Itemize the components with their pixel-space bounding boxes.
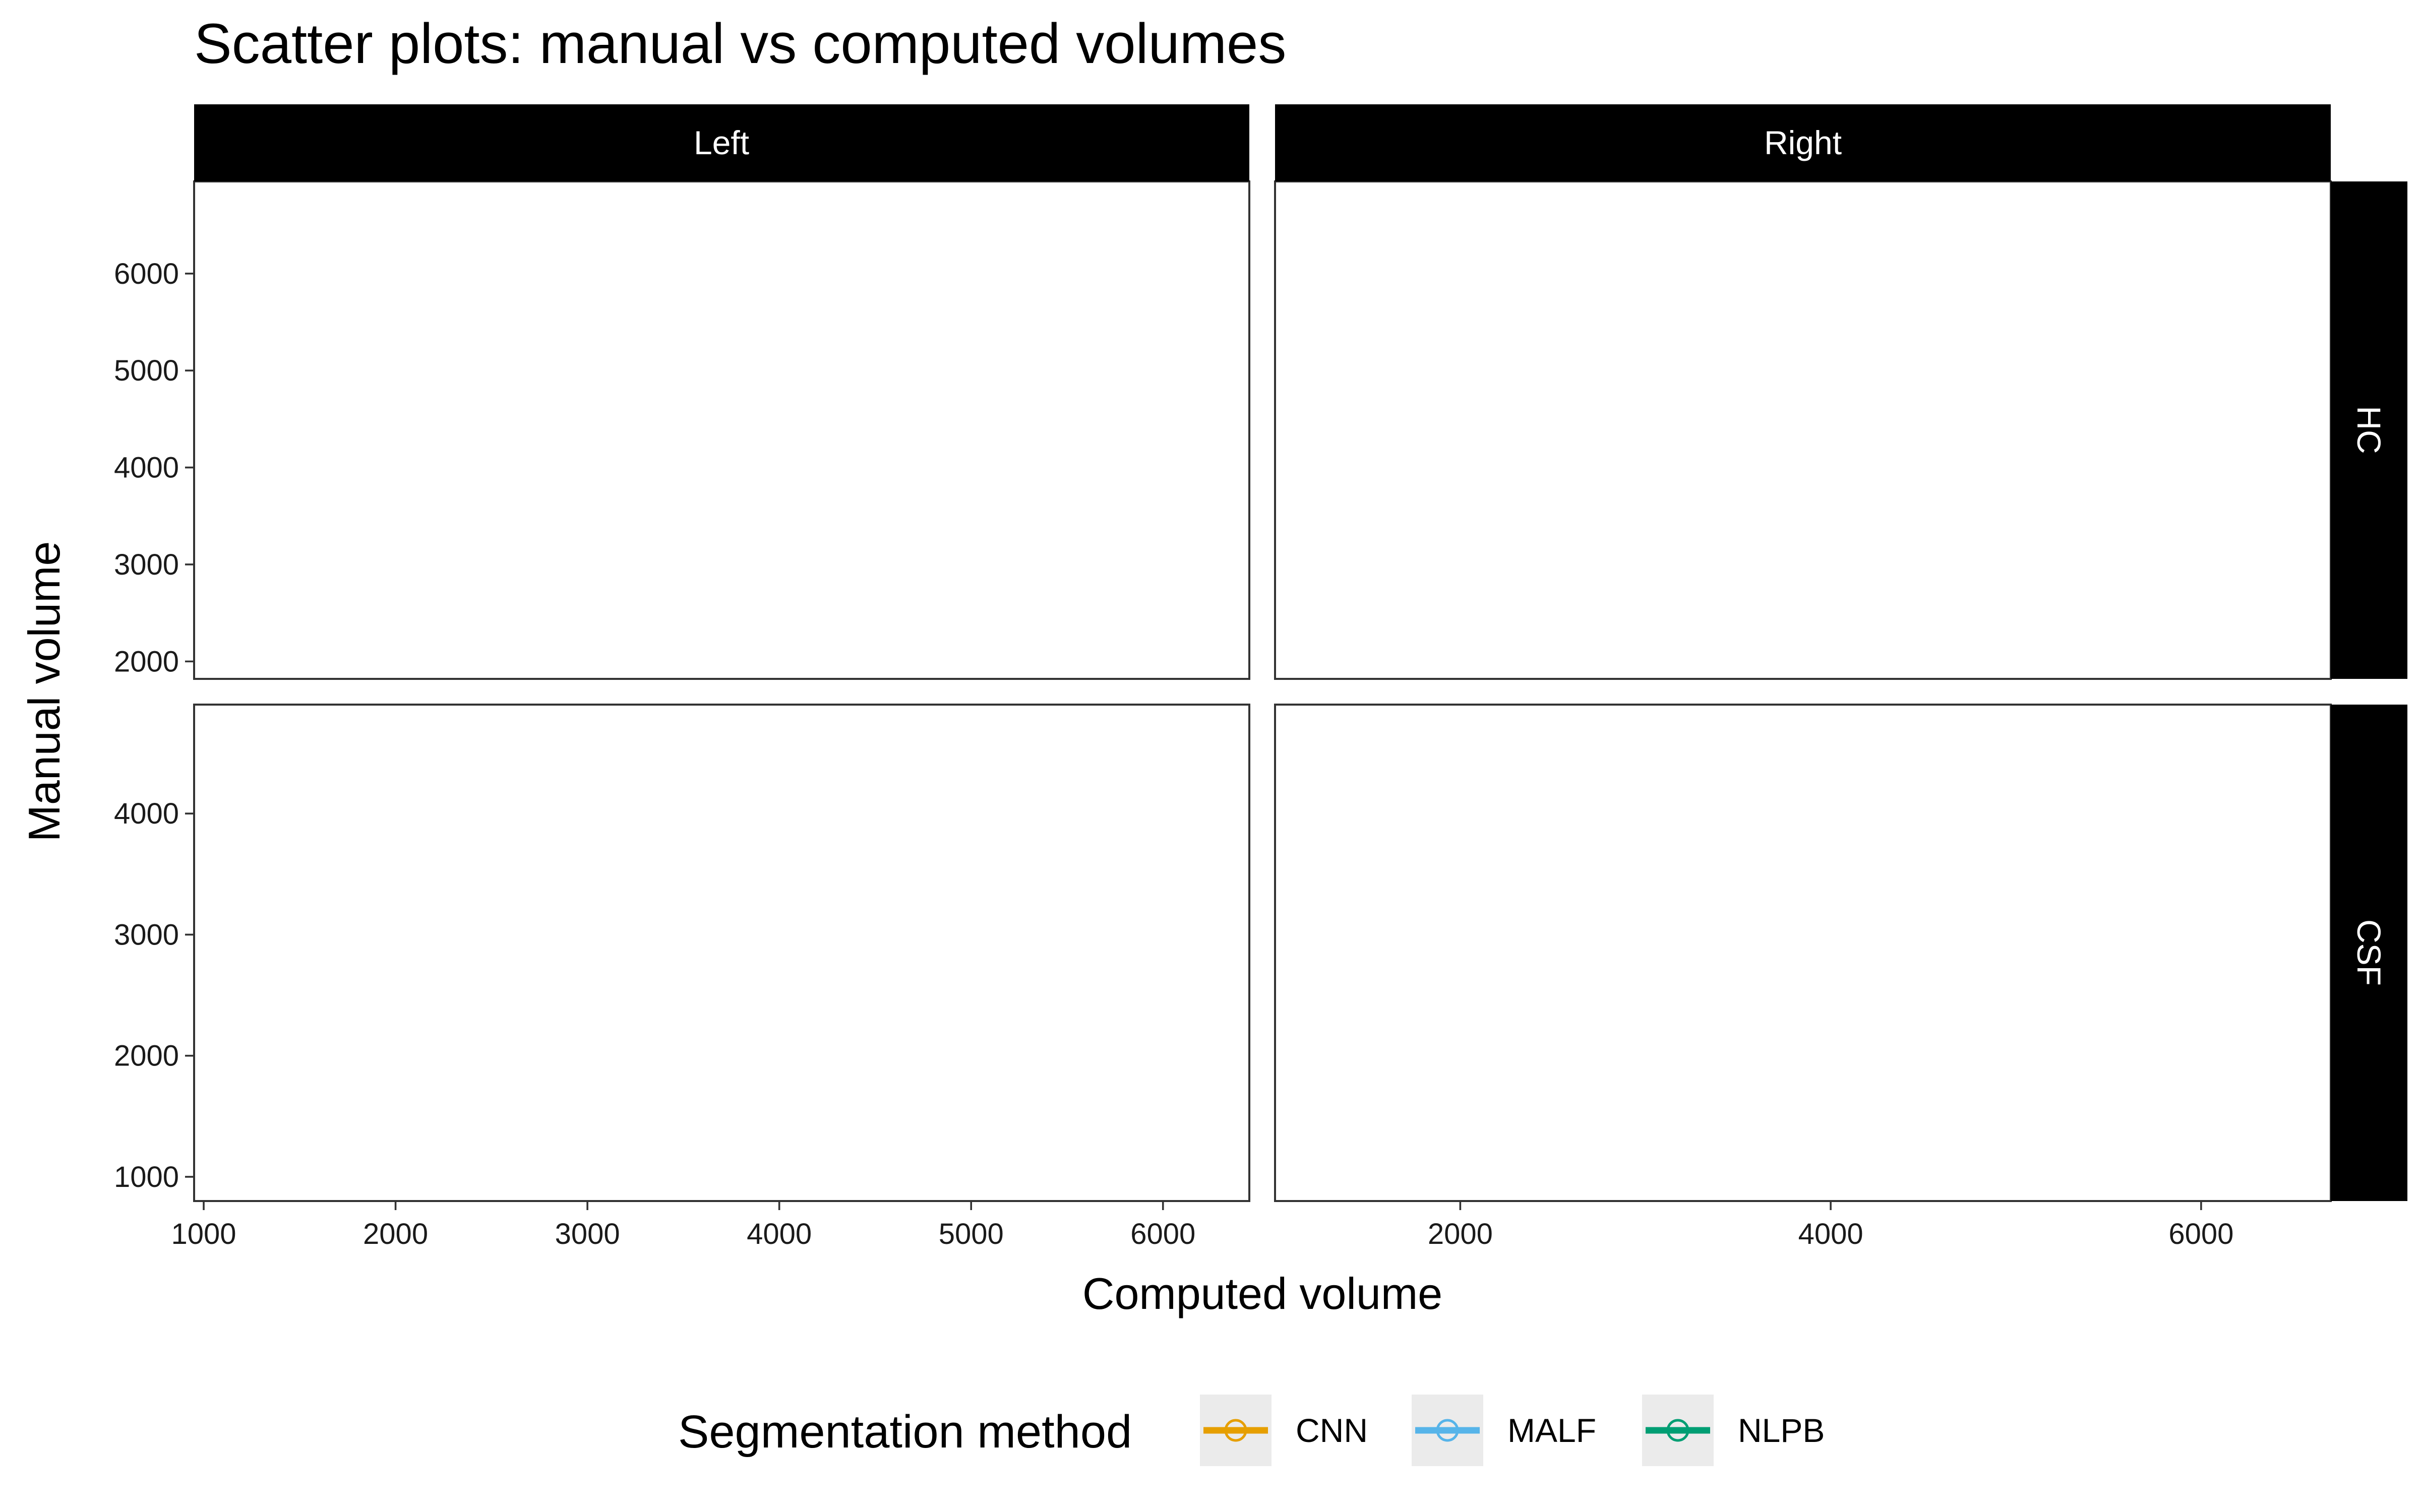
x-tick-label-left-csf: 6000 bbox=[1130, 1218, 1195, 1250]
row-strips: HC CSF bbox=[2331, 181, 2407, 1201]
chart-title: Scatter plots: manual vs computed volume… bbox=[194, 12, 1286, 75]
x-tick-label-left-csf: 2000 bbox=[363, 1218, 428, 1250]
y-axis-title: Manual volume bbox=[19, 541, 69, 842]
y-tick-label-left-hc: 6000 bbox=[114, 258, 179, 290]
y-tick-label-left-hc: 2000 bbox=[114, 645, 179, 678]
legend-title: Segmentation method bbox=[678, 1406, 1132, 1458]
x-tick-label-left-csf: 3000 bbox=[555, 1218, 620, 1250]
y-tick-label-left-hc: 4000 bbox=[114, 452, 179, 484]
y-tick-label-left-csf: 3000 bbox=[114, 918, 179, 951]
y-tick-label-left-csf: 2000 bbox=[114, 1040, 179, 1073]
legend-item-malf: MALF bbox=[1412, 1395, 1596, 1466]
legend: Segmentation method CNN MALF NLPB bbox=[678, 1395, 1825, 1466]
strip-csf-background bbox=[2331, 705, 2407, 1201]
panel-right-hc: R = 0.94, p < 2.2e-16R = 0.88, p < 2.2e-… bbox=[1274, 180, 2332, 680]
y-tick-label-left-csf: 4000 bbox=[114, 797, 179, 830]
panel-border-right-hc bbox=[1274, 180, 2332, 680]
strip-left-background bbox=[194, 104, 1249, 181]
x-tick-label-left-csf: 5000 bbox=[939, 1218, 1004, 1250]
strip-right-label: Right bbox=[1764, 124, 1842, 161]
y-tick-label-left-hc: 3000 bbox=[114, 548, 179, 581]
panel-left-csf: R = 0.85, p < 2.2e-16R = 0.63, p = 4.1e-… bbox=[114, 704, 1250, 1250]
y-tick-label-left-hc: 5000 bbox=[114, 354, 179, 387]
legend-label-cnn: CNN bbox=[1296, 1412, 1368, 1449]
legend-label-malf: MALF bbox=[1507, 1412, 1596, 1449]
panel-left-hc: R = 0.93, p < 2.2e-16R = 0.87, p < 2.2e-… bbox=[114, 180, 1250, 680]
x-axis-title: Computed volume bbox=[1082, 1269, 1442, 1318]
panels-layer: R = 0.93, p < 2.2e-16R = 0.87, p < 2.2e-… bbox=[114, 180, 2332, 1250]
legend-marker-nlpb bbox=[1666, 1419, 1689, 1442]
panel-right-csf: R = 0.85, p < 2.2e-16R = 0.3, p = 0.0061… bbox=[1274, 704, 2332, 1250]
legend-label-nlpb: NLPB bbox=[1738, 1412, 1825, 1449]
strip-csf-label: CSF bbox=[2350, 919, 2388, 986]
panel-border-right-csf bbox=[1274, 704, 2332, 1202]
legend-marker-malf bbox=[1436, 1419, 1459, 1442]
y-tick-label-left-csf: 1000 bbox=[114, 1161, 179, 1193]
column-strips: Left Right bbox=[194, 104, 2331, 181]
strip-left-label: Left bbox=[694, 124, 749, 161]
x-tick-label-left-csf: 4000 bbox=[747, 1218, 812, 1250]
x-tick-label-right-csf: 6000 bbox=[2168, 1218, 2233, 1250]
legend-item-cnn: CNN bbox=[1200, 1395, 1368, 1466]
panel-border-left-hc bbox=[193, 180, 1250, 680]
strip-hc-label: HC bbox=[2350, 406, 2388, 454]
legend-marker-cnn bbox=[1224, 1419, 1247, 1442]
x-tick-label-right-csf: 2000 bbox=[1428, 1218, 1493, 1250]
strip-hc-background bbox=[2331, 181, 2407, 679]
strip-right-background bbox=[1275, 104, 2331, 181]
x-tick-label-left-csf: 1000 bbox=[171, 1218, 236, 1250]
panel-border-left-csf bbox=[193, 704, 1250, 1202]
x-tick-label-right-csf: 4000 bbox=[1798, 1218, 1863, 1250]
legend-item-nlpb: NLPB bbox=[1642, 1395, 1825, 1466]
